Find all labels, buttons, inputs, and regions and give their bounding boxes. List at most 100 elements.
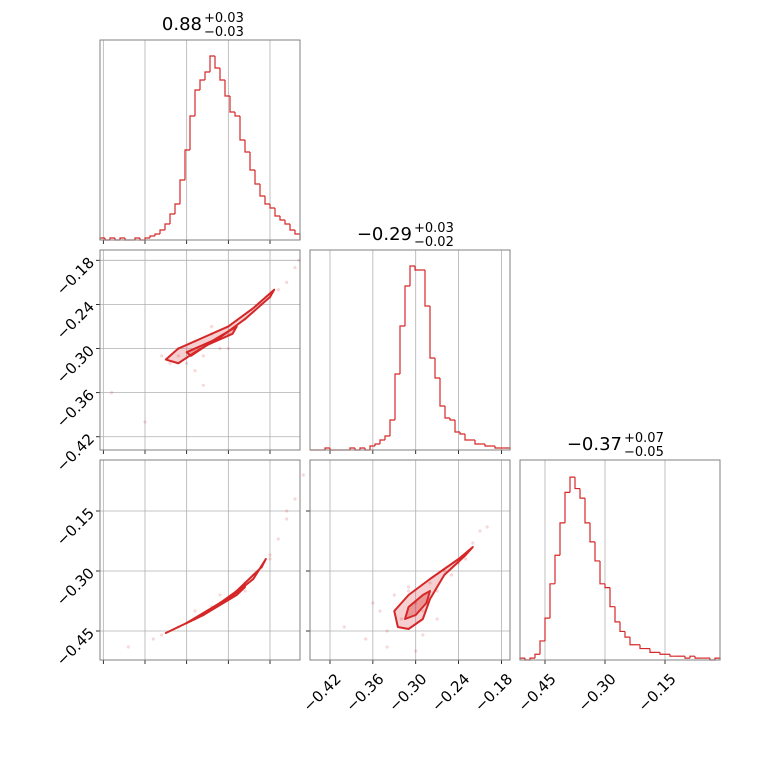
histogram-step: [594, 541, 600, 562]
y-tick-label: −0.30: [53, 564, 98, 609]
histogram-step: [269, 204, 275, 209]
histogram-step: [259, 184, 265, 197]
histogram-step: [484, 444, 490, 447]
histogram-step: [689, 655, 695, 659]
histogram-step: [229, 96, 235, 113]
histogram-step: [529, 657, 535, 660]
sample-point: [406, 585, 411, 589]
histogram-step: [169, 213, 175, 224]
histogram-step: [289, 224, 295, 231]
contour: [185, 586, 246, 624]
histogram-step: [379, 439, 385, 444]
x-tick-label: −0.24: [428, 670, 473, 715]
sample-point: [201, 354, 205, 358]
sample-point: [276, 537, 280, 541]
histogram-step: [494, 446, 500, 449]
histogram-step: [224, 80, 230, 97]
contour: [404, 590, 431, 620]
histogram-step: [454, 420, 460, 433]
histogram-step: [539, 640, 545, 655]
panel: 0.88 +0.03−0.03: [99, 11, 301, 244]
sample-point: [285, 280, 289, 284]
title-value: 0.88: [162, 14, 202, 35]
sample-point: [471, 541, 475, 545]
histogram-step: [399, 325, 405, 374]
histogram-step: [549, 583, 555, 619]
histogram-step: [559, 522, 565, 556]
y-tick-label: −0.36: [53, 386, 98, 431]
histogram-step: [234, 112, 240, 117]
histogram-step: [404, 285, 410, 326]
histogram-step: [459, 432, 465, 435]
histogram-step: [244, 140, 250, 153]
sample-point: [210, 324, 214, 329]
histogram-step: [274, 208, 280, 217]
panel-frame: [309, 249, 511, 451]
sample-point: [160, 633, 164, 637]
histogram-step: [544, 617, 550, 641]
histogram-step: [684, 656, 690, 659]
histogram-step: [189, 115, 195, 150]
histogram-step: [639, 644, 645, 650]
histogram-step: [109, 237, 115, 240]
contour: [393, 546, 474, 630]
histogram-step: [614, 606, 620, 623]
histogram-step: [609, 587, 615, 608]
sample-point: [193, 609, 197, 613]
sample-point: [464, 557, 468, 561]
y-tick-label: −0.18: [53, 254, 98, 299]
x-tick-label: −0.45: [515, 670, 560, 715]
sample-point: [193, 368, 197, 373]
title-value: −0.37: [567, 434, 622, 455]
histogram-step: [154, 233, 160, 236]
histogram-step: [149, 235, 155, 238]
sample-point: [364, 637, 368, 641]
sample-point: [268, 553, 272, 557]
histogram-step: [584, 498, 590, 524]
histogram-step: [284, 220, 290, 225]
histogram-step: [649, 648, 655, 653]
histogram-step: [239, 116, 245, 141]
title-minus: −0.03: [204, 25, 244, 40]
panel: −0.45 −0.30 −0.15 −0.37 +0.07−0.05: [515, 431, 721, 715]
sample-point: [392, 593, 396, 597]
histogram-step: [194, 89, 200, 116]
histogram-step: [564, 491, 570, 523]
y-tick-label: −0.24: [53, 298, 98, 343]
panel: −0.42−0.36−0.30−0.24−0.18: [300, 459, 516, 715]
histogram-step: [444, 406, 450, 419]
x-tick-label: −0.30: [575, 670, 620, 715]
x-tick-label: −0.15: [635, 670, 680, 715]
histogram-step: [144, 237, 150, 240]
title-plus: +0.03: [414, 221, 454, 236]
sample-point: [293, 266, 297, 270]
sample-point: [276, 288, 280, 292]
histogram-step: [209, 55, 215, 72]
sample-point: [421, 609, 425, 613]
panel: −0.29 +0.03−0.02: [309, 221, 511, 454]
histogram-step: [359, 447, 365, 450]
title-minus: −0.02: [414, 235, 454, 250]
panel-frame: [309, 459, 511, 661]
histogram-step: [589, 522, 595, 543]
sample-point: [385, 629, 389, 633]
histogram-step: [434, 358, 440, 379]
contour: [164, 288, 276, 365]
histogram-step: [409, 265, 415, 286]
histogram-step: [534, 653, 540, 659]
histogram-step: [629, 637, 635, 646]
y-tick-label: −0.15: [53, 504, 98, 549]
histogram-step: [464, 434, 470, 441]
sample-point: [110, 391, 114, 395]
sample-point: [421, 633, 425, 637]
histogram-step: [414, 266, 420, 271]
histogram-step: [219, 68, 225, 81]
histogram-step: [384, 435, 390, 440]
panel-frame: [99, 249, 301, 451]
title-minus: −0.05: [624, 445, 664, 460]
contour: [185, 325, 238, 357]
histogram-step: [264, 196, 270, 205]
histogram-step: [449, 418, 455, 421]
